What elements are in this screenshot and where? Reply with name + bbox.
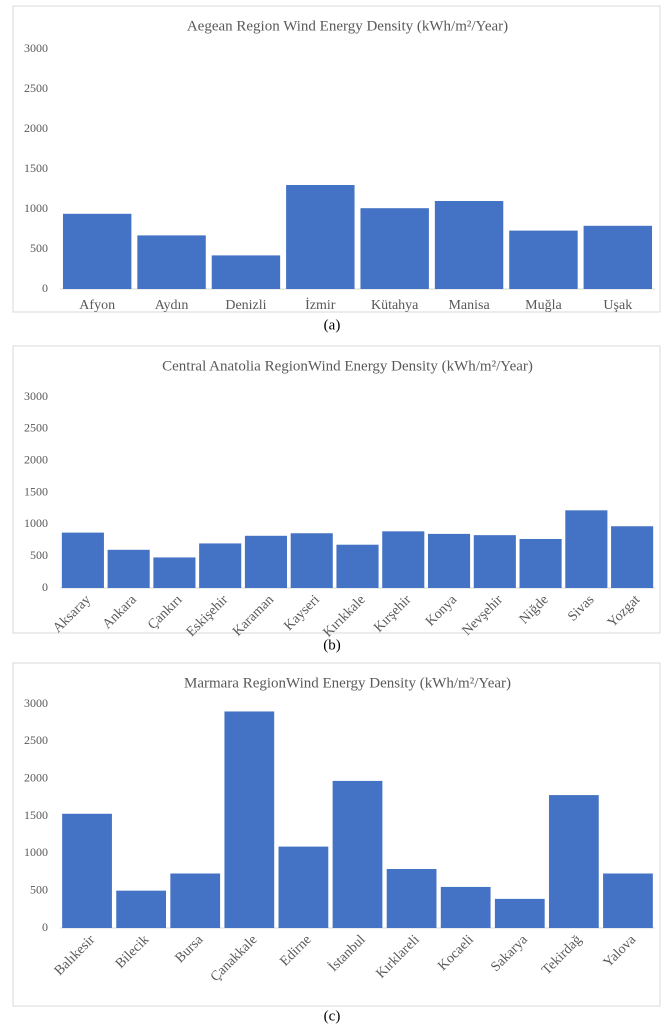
x-tick-label: Sivas [565, 592, 597, 624]
bar [290, 533, 333, 588]
bar [62, 813, 112, 928]
y-tick-label: 1000 [24, 516, 48, 530]
x-tick-label: Çankırı [145, 592, 185, 632]
x-tick-label: Konya [423, 592, 461, 630]
x-tick-label: Çanakkale [208, 932, 260, 984]
bar [244, 535, 288, 588]
y-tick-label: 0 [42, 920, 48, 934]
y-tick-label: 1000 [24, 201, 48, 215]
y-tick-label: 1000 [24, 845, 48, 859]
x-tick-label: Ankara [100, 592, 140, 632]
x-tick-label: İzmir [305, 297, 336, 313]
x-tick-label: Yozgat [605, 592, 643, 630]
bar [382, 531, 425, 588]
caption: (c) [324, 1008, 341, 1024]
y-tick-label: 0 [42, 281, 48, 295]
bar [332, 780, 383, 928]
y-tick-label: 3000 [24, 41, 48, 55]
bar [153, 557, 196, 588]
bar [473, 535, 516, 588]
y-tick-label: 1500 [24, 161, 48, 175]
bar [116, 890, 167, 928]
y-tick-label: 1500 [24, 484, 48, 498]
bar [386, 869, 437, 928]
x-tick-label: Tekirdağ [539, 932, 585, 978]
bar [61, 532, 104, 588]
y-tick-label: 500 [30, 548, 48, 562]
y-tick-label: 2500 [24, 81, 48, 95]
x-tick-label: İstanbul [325, 932, 368, 975]
chart-title: Central Anatolia RegionWind Energy Densi… [162, 358, 533, 374]
x-tick-label: Karaman [230, 592, 277, 639]
bar [360, 208, 429, 289]
caption: (a) [324, 317, 341, 333]
x-tick-label: Sakarya [488, 932, 531, 975]
bar [427, 533, 471, 588]
x-tick-label: Muğla [525, 298, 562, 313]
chart-title: Marmara RegionWind Energy Density (kWh/m… [184, 675, 511, 691]
x-tick-label: Balıkesir [52, 932, 99, 979]
x-tick-label: Denizli [225, 298, 266, 313]
x-tick-label: Nevşehir [460, 592, 507, 639]
caption: (b) [323, 637, 341, 653]
x-tick-label: Niğde [517, 592, 552, 627]
x-tick-label: Manisa [448, 298, 490, 313]
bar [519, 538, 562, 588]
bar [224, 711, 275, 928]
bar [107, 549, 150, 588]
bar [603, 873, 653, 928]
y-tick-label: 500 [30, 882, 48, 896]
x-tick-label: Afyon [79, 298, 115, 313]
x-tick-label: Kırşehir [371, 592, 414, 635]
x-tick-label: Edirne [278, 932, 315, 969]
y-tick-label: 2000 [24, 770, 48, 784]
y-tick-label: 500 [30, 241, 48, 255]
chart-frame [12, 5, 661, 313]
chart-frame [12, 662, 661, 1007]
x-tick-label: Bursa [173, 932, 207, 966]
bar [336, 544, 379, 588]
x-tick-label: Yalova [601, 932, 640, 971]
bar [494, 898, 545, 928]
x-tick-label: Bilecik [113, 932, 152, 971]
y-tick-label: 1500 [24, 808, 48, 822]
x-tick-label: Kırklareli [374, 932, 423, 981]
bar [211, 255, 281, 289]
x-tick-label: Aksaray [50, 592, 94, 636]
bar [137, 235, 206, 289]
y-tick-label: 2000 [24, 452, 48, 466]
y-tick-label: 2500 [24, 421, 48, 435]
bar [509, 230, 578, 289]
x-tick-label: Aydın [155, 298, 189, 313]
bar [286, 185, 355, 289]
y-tick-label: 3000 [24, 696, 48, 710]
y-tick-label: 0 [42, 580, 48, 594]
y-tick-label: 2500 [24, 733, 48, 747]
bar [440, 886, 491, 928]
chart-title: Aegean Region Wind Energy Density (kWh/m… [187, 18, 508, 34]
bar [565, 510, 608, 588]
x-tick-label: Kocaeli [435, 932, 476, 973]
bar [434, 201, 504, 289]
bar [548, 795, 599, 928]
bar [278, 846, 329, 928]
bar [611, 526, 654, 588]
y-tick-label: 3000 [24, 389, 48, 403]
bar [583, 225, 653, 289]
x-tick-label: Kayseri [281, 592, 322, 633]
bar [199, 543, 242, 588]
x-tick-label: Uşak [603, 298, 632, 313]
y-tick-label: 2000 [24, 121, 48, 135]
bar [62, 213, 132, 289]
bar [170, 873, 221, 928]
x-tick-label: Kütahya [371, 298, 419, 313]
chart-frame [12, 345, 661, 634]
